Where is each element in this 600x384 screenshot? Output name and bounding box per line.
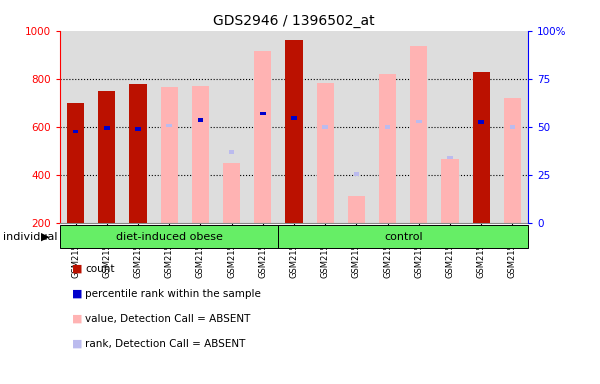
Bar [192, 86, 209, 223]
Title: GDS2946 / 1396502_at: GDS2946 / 1396502_at [213, 14, 375, 28]
Bar [291, 116, 297, 119]
Bar [197, 118, 203, 122]
Bar [130, 84, 146, 223]
Bar [447, 156, 453, 159]
Bar [98, 91, 115, 223]
Bar [254, 51, 271, 223]
Bar [67, 103, 84, 223]
Bar [322, 125, 328, 129]
Text: value, Detection Call = ABSENT: value, Detection Call = ABSENT [85, 314, 251, 324]
Text: control: control [384, 232, 422, 242]
Bar [509, 125, 515, 129]
Bar [442, 159, 458, 223]
Text: count: count [85, 264, 115, 274]
Bar [73, 130, 79, 134]
Bar [286, 40, 302, 223]
Bar [223, 163, 240, 223]
Bar [416, 119, 422, 123]
Bar [104, 126, 110, 130]
Bar [260, 112, 266, 116]
Bar [478, 120, 484, 124]
Text: ■: ■ [72, 339, 83, 349]
Bar [473, 72, 490, 223]
Text: ▶: ▶ [41, 232, 49, 242]
Text: percentile rank within the sample: percentile rank within the sample [85, 289, 261, 299]
Bar [229, 150, 235, 154]
Bar [353, 172, 359, 176]
Text: individual: individual [3, 232, 58, 242]
Text: diet-induced obese: diet-induced obese [116, 232, 223, 242]
Text: rank, Detection Call = ABSENT: rank, Detection Call = ABSENT [85, 339, 245, 349]
Bar [60, 225, 278, 248]
Bar [260, 112, 266, 116]
Bar [410, 46, 427, 223]
Bar [504, 98, 521, 223]
Bar [385, 125, 391, 129]
Bar [317, 83, 334, 223]
Bar [379, 74, 396, 223]
Text: ■: ■ [72, 314, 83, 324]
Bar [348, 196, 365, 223]
Text: ■: ■ [72, 289, 83, 299]
Bar [166, 124, 172, 127]
Bar [161, 87, 178, 223]
Bar [135, 127, 141, 131]
Bar [278, 225, 528, 248]
Text: ■: ■ [72, 264, 83, 274]
